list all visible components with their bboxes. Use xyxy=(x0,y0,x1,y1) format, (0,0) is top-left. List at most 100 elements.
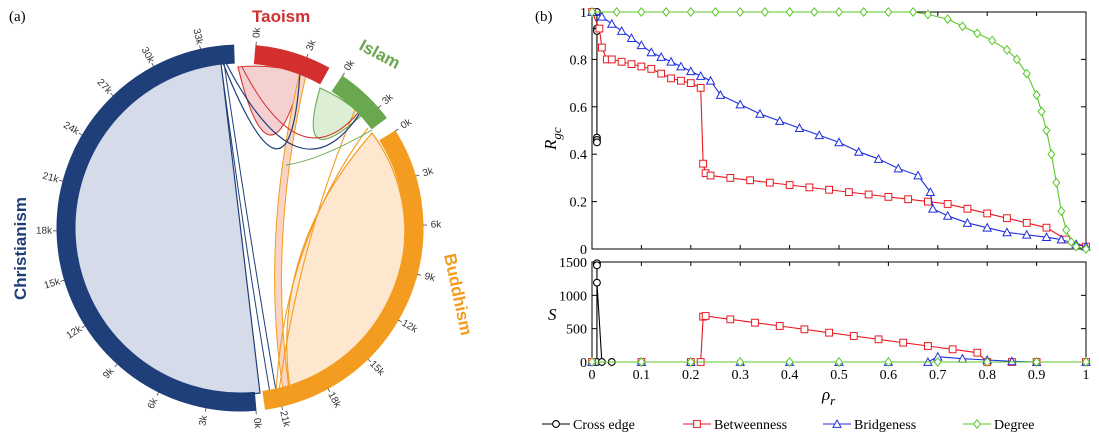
series-line xyxy=(591,11,1087,248)
legend-item-betweenness: Betweenness xyxy=(683,418,787,433)
arc-tick-mark xyxy=(204,407,207,412)
data-point xyxy=(1041,232,1052,242)
legend-item-cross-edge: Cross edge xyxy=(542,418,635,433)
data-point xyxy=(612,7,621,17)
data-point xyxy=(1037,106,1046,117)
y-tick-label: 0.6 xyxy=(570,101,588,116)
data-point xyxy=(699,159,708,168)
data-point xyxy=(933,357,942,367)
data-point xyxy=(832,418,842,428)
data-point xyxy=(849,332,858,340)
data-point xyxy=(785,181,794,189)
data-point xyxy=(1021,229,1032,239)
legend-label: Degree xyxy=(994,418,1034,433)
data-point xyxy=(834,357,844,367)
data-point xyxy=(606,18,617,28)
data-point xyxy=(751,318,759,327)
data-point xyxy=(1072,241,1081,252)
data-point xyxy=(1022,68,1031,79)
legend-item-degree: Degree xyxy=(963,418,1034,433)
data-point xyxy=(701,312,710,320)
data-point xyxy=(667,74,675,83)
x-tick-label: 0.8 xyxy=(978,368,996,383)
data-point xyxy=(1056,234,1067,244)
data-point xyxy=(686,79,695,87)
arc-tick-mark xyxy=(81,325,86,329)
data-point xyxy=(685,66,696,76)
panel-label-b: (b) xyxy=(535,9,553,25)
arc-tick-label: 3k xyxy=(421,166,435,180)
data-point xyxy=(893,163,904,173)
data-point xyxy=(942,210,953,220)
data-point xyxy=(1007,356,1017,366)
data-point xyxy=(726,315,735,324)
data-point xyxy=(1042,125,1051,136)
data-point xyxy=(686,7,695,17)
data-point xyxy=(943,200,952,208)
data-point xyxy=(825,185,834,194)
plot-rgc-frame xyxy=(591,11,1087,250)
data-point xyxy=(1057,206,1066,217)
arc-christianism xyxy=(56,44,257,412)
data-point xyxy=(696,83,705,92)
data-point xyxy=(988,35,997,46)
legend-item-bridgeness: Bridgeness xyxy=(823,418,916,433)
arc-tick-mark xyxy=(367,358,371,363)
ribbon-islam-buddhism xyxy=(278,109,356,392)
x-tick-label: 1 xyxy=(1083,368,1090,383)
arc-tick-mark xyxy=(416,273,422,276)
ribbon-taoism-islam xyxy=(241,66,359,139)
arc-tick-label: 18k xyxy=(36,226,53,237)
data-point xyxy=(924,342,932,350)
data-point xyxy=(1012,54,1021,65)
data-point xyxy=(834,7,844,17)
data-point xyxy=(592,138,601,147)
data-point xyxy=(794,123,805,133)
arc-tick-mark xyxy=(199,45,201,50)
data-point xyxy=(1047,149,1056,160)
arc-tick-label: 24k xyxy=(61,120,81,138)
data-point xyxy=(765,178,774,187)
plot-s: 0 500 1000 1500 0 0.1 0.2 0.3 0.4 0.5 0.6 0.7 0.8 0.9… xyxy=(548,256,1091,408)
data-point xyxy=(844,188,853,197)
data-point xyxy=(874,335,883,344)
arc-taoism xyxy=(253,45,330,85)
arc-tick-label: 9k xyxy=(101,365,117,381)
data-point xyxy=(1081,244,1091,254)
data-point xyxy=(662,7,671,17)
data-point xyxy=(736,357,745,367)
data-point xyxy=(760,7,769,17)
data-point xyxy=(686,357,695,367)
data-point xyxy=(616,25,627,35)
data-point xyxy=(617,57,626,66)
data-point xyxy=(864,190,873,199)
ylabel-rgc: Rgc xyxy=(541,127,564,151)
data-point xyxy=(592,261,601,270)
data-point xyxy=(627,60,636,69)
data-point xyxy=(962,217,973,227)
arc-tick-label: 9k xyxy=(423,271,437,285)
data-point xyxy=(800,325,809,334)
arc-tick-mark xyxy=(394,128,399,132)
data-point xyxy=(597,11,607,21)
data-point xyxy=(983,209,992,218)
data-point xyxy=(592,278,601,287)
data-point xyxy=(705,75,716,85)
data-point xyxy=(656,51,666,61)
series-line xyxy=(591,11,1087,248)
arc-tick-label: 33k xyxy=(190,28,204,47)
arc-tick-label: 30k xyxy=(139,46,157,66)
data-point xyxy=(636,40,647,50)
y-tick-label: 0 xyxy=(580,243,587,258)
data-point xyxy=(711,7,720,17)
data-point xyxy=(785,7,794,17)
y-tick-label: 1 xyxy=(580,6,587,21)
data-point xyxy=(726,174,735,182)
x-tick-label: 0 xyxy=(589,368,596,383)
data-point xyxy=(1081,357,1091,367)
data-point xyxy=(666,56,676,66)
data-point xyxy=(982,222,993,232)
data-point xyxy=(693,420,701,428)
